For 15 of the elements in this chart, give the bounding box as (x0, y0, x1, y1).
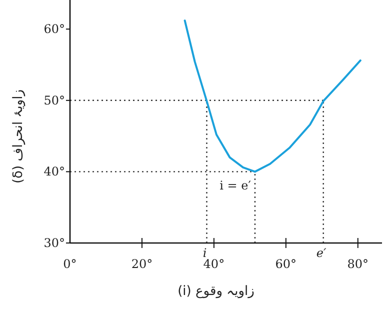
x-axis-title: زاویہ وقوع (i) (178, 284, 254, 299)
ref-line-label: e′ (316, 246, 327, 260)
x-tick-label: 80° (347, 257, 369, 271)
line-series (184, 20, 362, 173)
ref-line-label: i (202, 246, 207, 260)
y-tick-label: 50° (44, 93, 65, 108)
x-tick-label: 60° (275, 257, 297, 271)
annotation: i = e′ (220, 178, 252, 193)
x-tick-label: 20° (131, 257, 153, 271)
y-tick-label: 60° (44, 22, 65, 36)
y-tick-label: 30° (44, 236, 65, 250)
x-tick-label: 0° (63, 257, 77, 271)
x-tick-label: 40° (203, 257, 225, 271)
y-tick-label: 40° (44, 164, 65, 179)
y-axis-title: زاویۂ انحراف (δ) (11, 89, 26, 184)
